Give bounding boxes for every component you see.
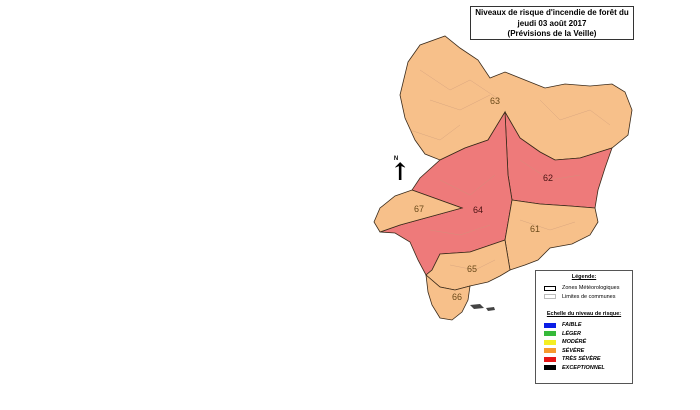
risk-level-row: FAIBLE	[544, 321, 632, 330]
risk-level-row: SÉVÈRE	[544, 347, 632, 356]
north-arrow-icon: ↑	[390, 157, 411, 186]
legend-title: Légende:	[571, 274, 597, 280]
risk-level-label: EXCEPTIONNEL	[562, 364, 605, 371]
risk-level-list: FAIBLE LÉGER MODÉRÉ SÉVÈRE TRÈS SÉVÈRE E…	[536, 321, 632, 372]
title-line-2: jeudi 03 août 2017	[517, 18, 587, 28]
risk-level-label: TRÈS SÉVÈRE	[562, 356, 601, 363]
risk-level-row: EXCEPTIONNEL	[544, 364, 632, 373]
zone-66-label: 66	[452, 292, 462, 302]
zone-67-area	[373, 189, 464, 233]
risk-level-label: FAIBLE	[562, 322, 582, 329]
north-label: N	[393, 156, 399, 162]
risk-level-swatch	[544, 356, 556, 362]
zone-boundary-swatch	[544, 285, 556, 291]
zone-63-area	[399, 35, 633, 161]
north-arrow: N ↑	[390, 156, 411, 186]
title-line-3: (Prévisions de la Veille)	[507, 29, 597, 38]
zone-64-label: 64	[473, 205, 483, 215]
risk-level-swatch	[544, 365, 556, 371]
legend-scale-title: Echelle du niveau de risque:	[546, 311, 622, 317]
zone-63-label: 63	[490, 96, 500, 106]
legend-row-zones: Zones Météorologiques	[544, 284, 632, 293]
legend-row-communes: Limites de communes	[544, 293, 632, 302]
risk-level-swatch	[544, 348, 556, 354]
legend-box: Légende: Zones Météorologiques Limites d…	[535, 270, 633, 384]
risk-level-label: MODÉRÉ	[562, 339, 587, 346]
zone-61-area	[504, 199, 599, 271]
risk-level-swatch	[544, 339, 556, 345]
map-title-box: Niveaux de risque d'incendie de forêt du…	[470, 6, 634, 40]
island-1	[470, 304, 484, 309]
commune-boundaries	[409, 69, 611, 271]
commune-boundary-swatch	[544, 294, 556, 300]
title-line-1: Niveaux de risque d'incendie de forêt du	[475, 8, 629, 17]
risk-level-row: TRÈS SÉVÈRE	[544, 355, 632, 364]
risk-level-row: LÉGER	[544, 330, 632, 339]
zone-67-label: 67	[414, 204, 424, 214]
legend-communes-label: Limites de communes	[562, 293, 616, 300]
risk-level-label: SÉVÈRE	[562, 347, 585, 354]
risk-level-swatch	[544, 331, 556, 337]
zone-61-label: 61	[530, 224, 540, 234]
zone-66-area	[425, 274, 471, 321]
island-2	[486, 307, 495, 311]
legend-zones-label: Zones Météorologiques	[562, 285, 620, 292]
risk-level-label: LÉGER	[562, 330, 581, 337]
zone-65-label: 65	[467, 264, 477, 274]
zone-62-label: 62	[543, 173, 553, 183]
risk-level-row: MODÉRÉ	[544, 338, 632, 347]
risk-level-swatch	[544, 322, 556, 328]
